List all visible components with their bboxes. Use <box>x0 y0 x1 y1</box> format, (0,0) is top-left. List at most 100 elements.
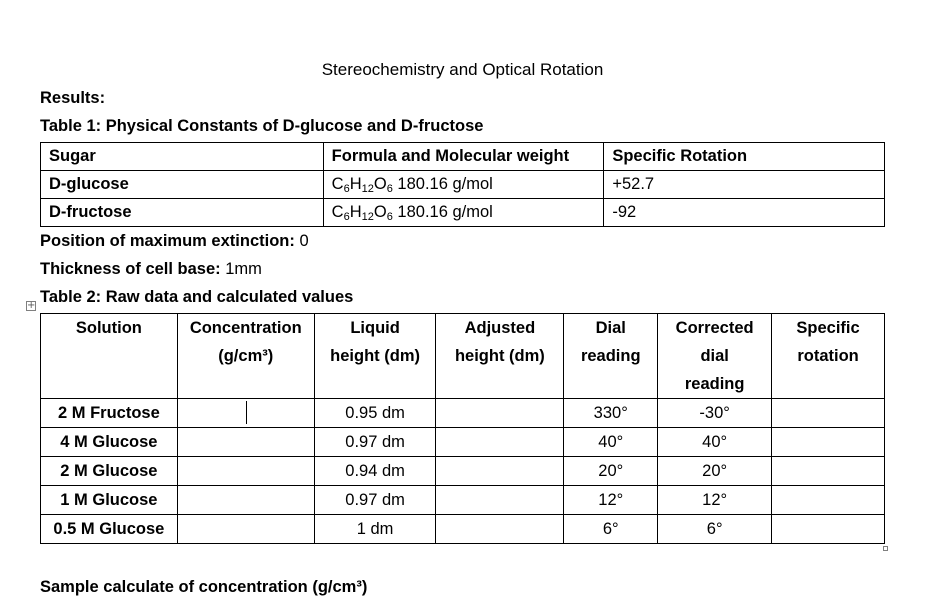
header-line: dial <box>700 347 729 365</box>
formula-subscript: 6 <box>386 211 393 223</box>
table-row: 2 M Glucose 0.94 dm 20° 20° <box>40 456 885 486</box>
table-header-cell: Specific Rotation <box>603 142 885 171</box>
header-line: Dial <box>595 319 626 337</box>
corrected-dial-cell: 6° <box>657 514 773 544</box>
corrected-dial-cell: 20° <box>657 456 773 486</box>
liquid-height-cell: 0.97 dm <box>313 427 437 457</box>
table-header-cell: Corrected dial reading <box>657 313 773 399</box>
table-header-row: Sugar Formula and Molecular weight Speci… <box>40 142 885 171</box>
specific-rotation-cell: -92 <box>603 198 885 227</box>
table-row: D-fructose C6H12O6 180.16 g/mol -92 <box>40 198 885 227</box>
adjusted-height-cell[interactable] <box>435 427 565 457</box>
table-row: 0.5 M Glucose 1 dm 6° 6° <box>40 514 885 544</box>
sugar-name-cell: D-glucose <box>40 170 324 199</box>
dial-reading-cell: 20° <box>563 456 659 486</box>
raw-data-table: Solution Concentration (g/cm³) Liquid heig… <box>40 313 885 544</box>
molecular-weight: 180.16 g/mol <box>392 203 493 221</box>
table-header-cell: Liquid height (dm) <box>313 313 437 399</box>
liquid-height-cell: 0.97 dm <box>313 485 437 515</box>
specific-rotation-cell[interactable] <box>771 398 885 428</box>
header-line: (g/cm³) <box>218 347 274 365</box>
results-label: Results: <box>40 89 106 107</box>
max-extinction-value: 0 <box>294 232 309 250</box>
corrected-dial-cell: 12° <box>657 485 773 515</box>
solution-cell: 2 M Fructose <box>40 398 178 428</box>
cell-thickness-line: Thickness of cell base: 1mm <box>40 260 262 279</box>
formula-cell: C6H12O6 180.16 g/mol <box>322 198 605 227</box>
adjusted-height-cell[interactable] <box>435 456 565 486</box>
formula-subscript: 6 <box>343 183 350 195</box>
formula-element: H <box>349 175 362 193</box>
header-line: height (dm) <box>330 347 420 365</box>
text-cursor <box>246 401 247 424</box>
concentration-cell[interactable] <box>176 514 315 544</box>
table-resize-handle[interactable] <box>883 546 888 551</box>
physical-constants-table: Sugar Formula and Molecular weight Speci… <box>40 142 885 227</box>
liquid-height-cell: 0.94 dm <box>313 456 437 486</box>
header-line: Solution <box>75 319 142 337</box>
max-extinction-label: Position of maximum extinction: <box>40 232 295 250</box>
table-row: 1 M Glucose 0.97 dm 12° 12° <box>40 485 885 515</box>
header-line: Liquid <box>350 319 400 337</box>
header-line: Corrected <box>675 319 754 337</box>
table-header-row: Solution Concentration (g/cm³) Liquid heig… <box>40 313 885 399</box>
liquid-height-cell: 1 dm <box>313 514 437 544</box>
dial-reading-cell: 6° <box>563 514 659 544</box>
formula-subscript: 6 <box>386 183 393 195</box>
molecular-weight: 180.16 g/mol <box>392 175 493 193</box>
document-title: Stereochemistry and Optical Rotation <box>321 60 604 79</box>
table2-caption: Table 2: Raw data and calculated values <box>40 288 354 306</box>
formula-element: O <box>373 175 387 193</box>
formula-cell: C6H12O6 180.16 g/mol <box>322 170 605 199</box>
header-line: reading <box>684 375 745 393</box>
specific-rotation-cell[interactable] <box>771 514 885 544</box>
adjusted-height-cell[interactable] <box>435 398 565 428</box>
cell-thickness-label: Thickness of cell base: <box>40 260 221 278</box>
adjusted-height-cell[interactable] <box>435 485 565 515</box>
table-header-cell: Solution <box>40 313 178 399</box>
table-row: 2 M Fructose 0.95 dm 330° -30° <box>40 398 885 428</box>
table-header-cell: Adjusted height (dm) <box>435 313 565 399</box>
max-extinction-line: Position of maximum extinction: 0 <box>40 232 309 251</box>
adjusted-height-cell[interactable] <box>435 514 565 544</box>
table-row: 4 M Glucose 0.97 dm 40° 40° <box>40 427 885 457</box>
header-line: Adjusted <box>464 319 536 337</box>
formula-subscript: 6 <box>343 211 350 223</box>
sugar-name-cell: D-fructose <box>40 198 324 227</box>
cell-thickness-value: 1mm <box>220 260 262 278</box>
dial-reading-cell: 40° <box>563 427 659 457</box>
table-header-cell: Dial reading <box>563 313 659 399</box>
sample-calc-label: Sample calculate of concentration (g/cm³… <box>40 578 368 596</box>
header-line: Specific <box>796 319 860 337</box>
header-line: Concentration <box>189 319 302 337</box>
specific-rotation-cell[interactable] <box>771 427 885 457</box>
header-line: height (dm) <box>454 347 545 365</box>
solution-cell: 4 M Glucose <box>40 427 178 457</box>
solution-cell: 1 M Glucose <box>40 485 178 515</box>
header-line: reading <box>580 347 641 365</box>
table-row: D-glucose C6H12O6 180.16 g/mol +52.7 <box>40 170 885 199</box>
concentration-cell[interactable] <box>176 485 315 515</box>
table-header-cell: Specific rotation <box>771 313 885 399</box>
table-header-cell: Concentration (g/cm³) <box>176 313 315 399</box>
specific-rotation-cell[interactable] <box>771 485 885 515</box>
formula-subscript: 12 <box>361 211 374 223</box>
corrected-dial-cell: 40° <box>657 427 773 457</box>
formula-element: C <box>331 203 344 221</box>
corrected-dial-cell: -30° <box>657 398 773 428</box>
dial-reading-cell: 12° <box>563 485 659 515</box>
specific-rotation-cell[interactable] <box>771 456 885 486</box>
solution-cell: 2 M Glucose <box>40 456 178 486</box>
move-cross-icon[interactable]: + <box>26 300 36 311</box>
concentration-cell[interactable] <box>176 456 315 486</box>
table-header-cell: Formula and Molecular weight <box>322 142 605 171</box>
liquid-height-cell: 0.95 dm <box>313 398 437 428</box>
table-header-cell: Sugar <box>40 142 324 171</box>
header-line: rotation <box>797 347 859 365</box>
formula-element: H <box>349 203 362 221</box>
table1-caption: Table 1: Physical Constants of D-glucose… <box>40 117 484 135</box>
formula-subscript: 12 <box>361 183 374 195</box>
concentration-cell[interactable] <box>176 427 315 457</box>
formula-element: O <box>373 203 387 221</box>
specific-rotation-cell: +52.7 <box>603 170 885 199</box>
